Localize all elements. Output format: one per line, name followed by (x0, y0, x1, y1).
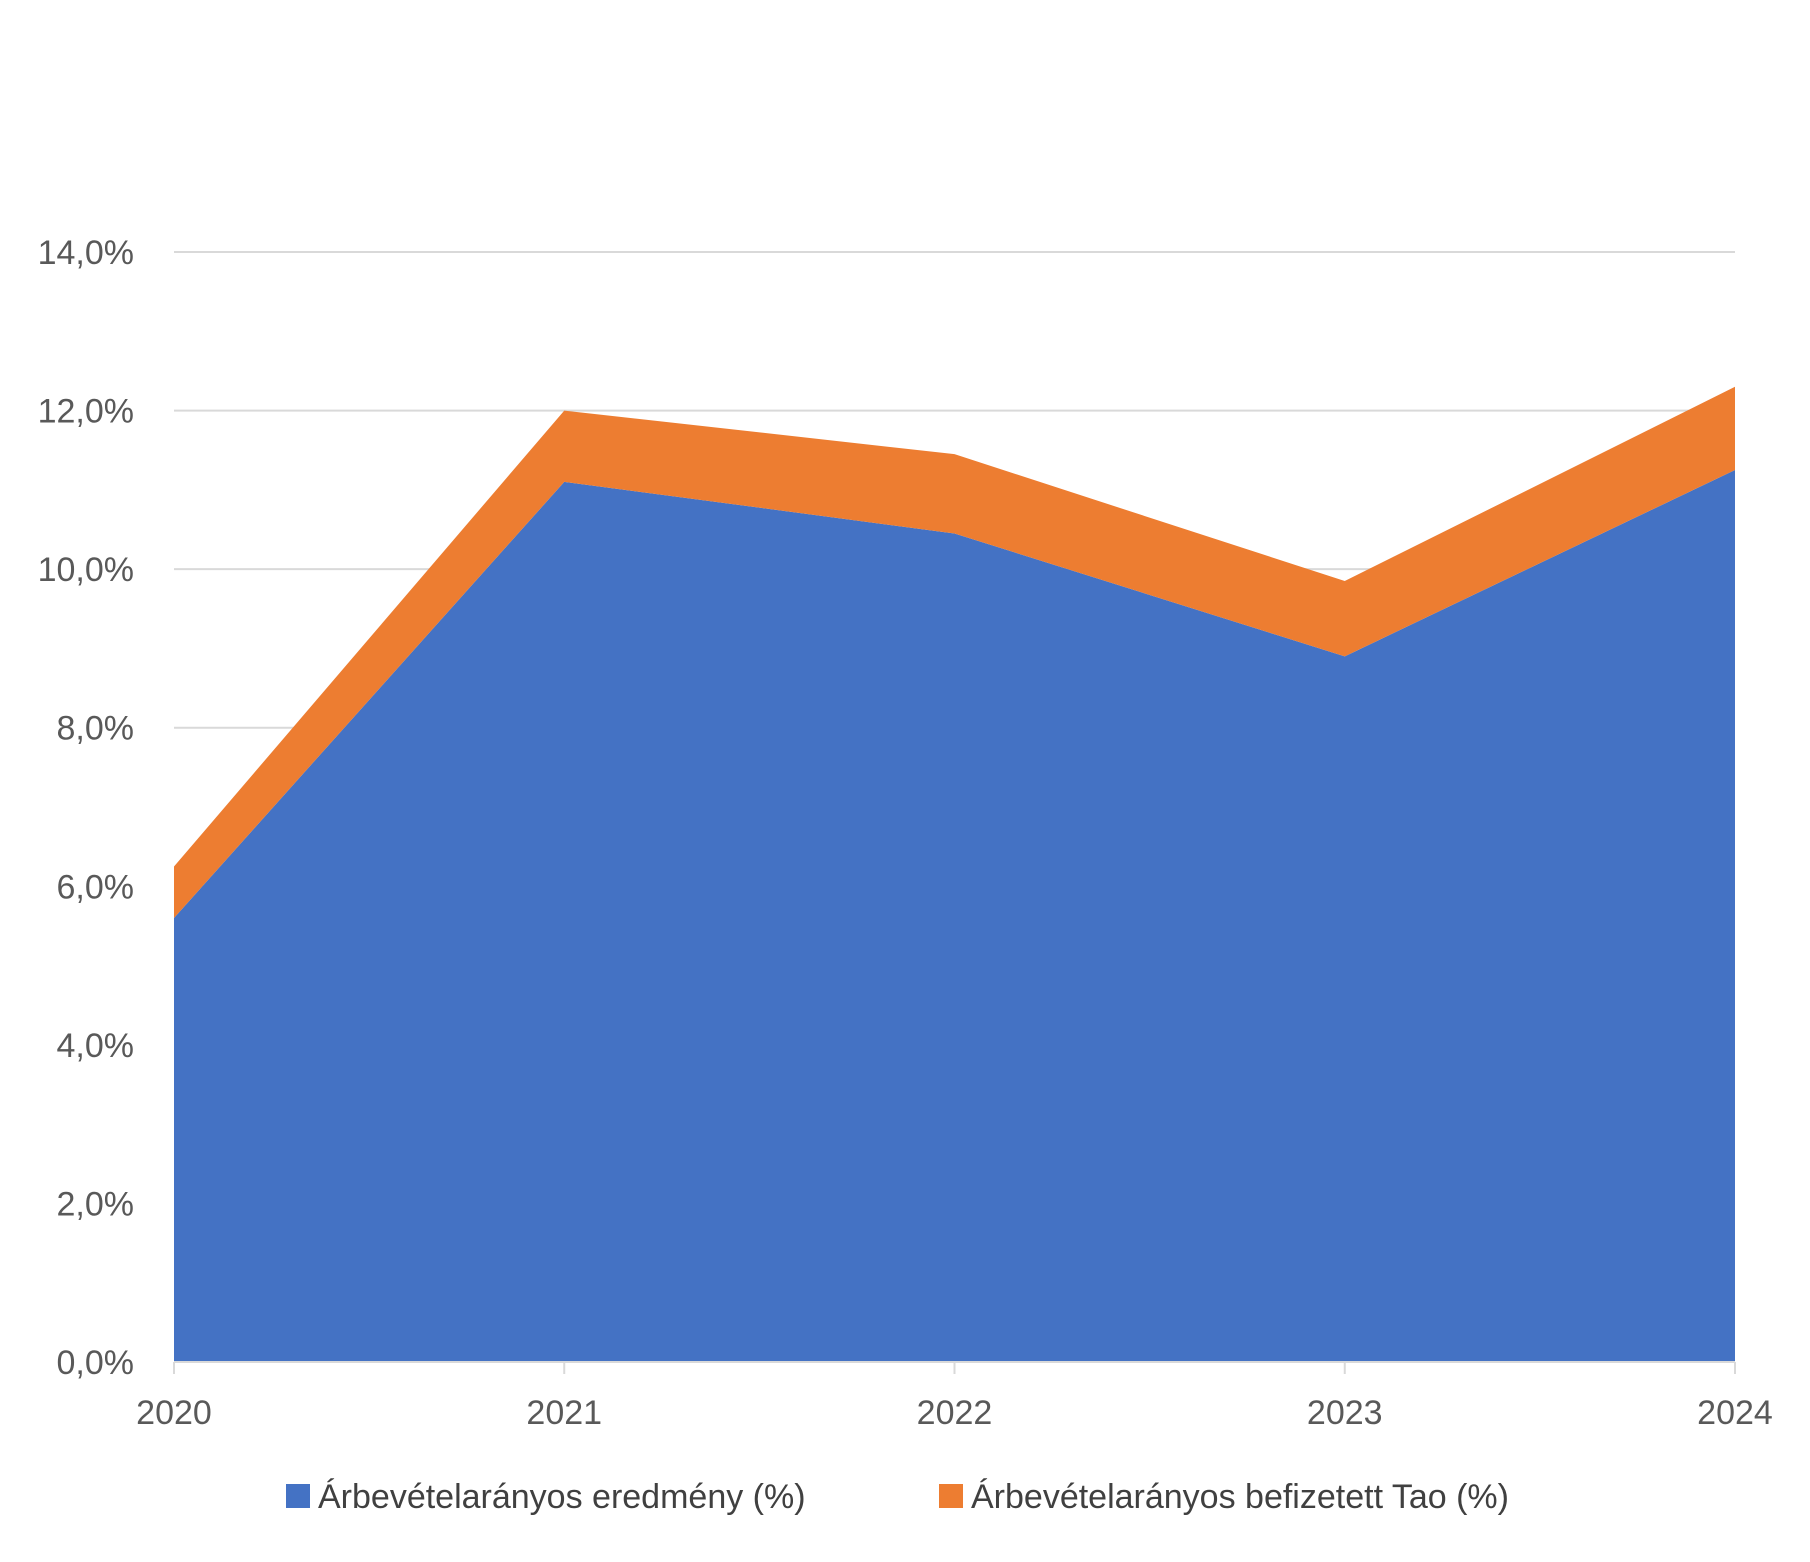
x-tick-label: 2023 (1307, 1394, 1383, 1432)
x-tick-label: 2022 (917, 1394, 993, 1432)
y-tick-label: 0,0% (57, 1344, 135, 1382)
y-tick-label: 12,0% (38, 393, 134, 431)
y-tick-label: 6,0% (57, 868, 135, 906)
legend-swatch (286, 1484, 310, 1508)
y-tick-label: 8,0% (57, 710, 135, 748)
legend-label: Árbevételarányos befizetett Tao (%) (971, 1478, 1509, 1516)
y-tick-label: 2,0% (57, 1185, 135, 1223)
plot-areas (174, 386, 1735, 1362)
area-series-2 (174, 386, 1735, 918)
x-tick-label: 2020 (136, 1394, 212, 1432)
y-tick-label: 10,0% (38, 551, 134, 589)
x-axis-tick-labels: 2020 2021 2022 2023 2024 (136, 1394, 1773, 1432)
y-tick-label: 14,0% (38, 234, 134, 272)
x-tick-label: 2021 (526, 1394, 602, 1432)
y-axis-tick-labels: 0,0% 2,0% 4,0% 6,0% 8,0% 10,0% 12,0% 14,0% (38, 234, 134, 1382)
legend: Árbevételarányos eredmény (%) Árbevételar… (286, 1478, 1509, 1516)
legend-item: Árbevételarányos befizetett Tao (%) (939, 1478, 1509, 1516)
x-axis (173, 1361, 1736, 1374)
area-series-1 (174, 470, 1735, 1362)
legend-item: Árbevételarányos eredmény (%) (286, 1478, 806, 1516)
y-tick-label: 4,0% (57, 1027, 135, 1065)
legend-swatch (939, 1484, 963, 1508)
legend-label: Árbevételarányos eredmény (%) (318, 1478, 806, 1516)
x-tick-label: 2024 (1697, 1394, 1773, 1432)
